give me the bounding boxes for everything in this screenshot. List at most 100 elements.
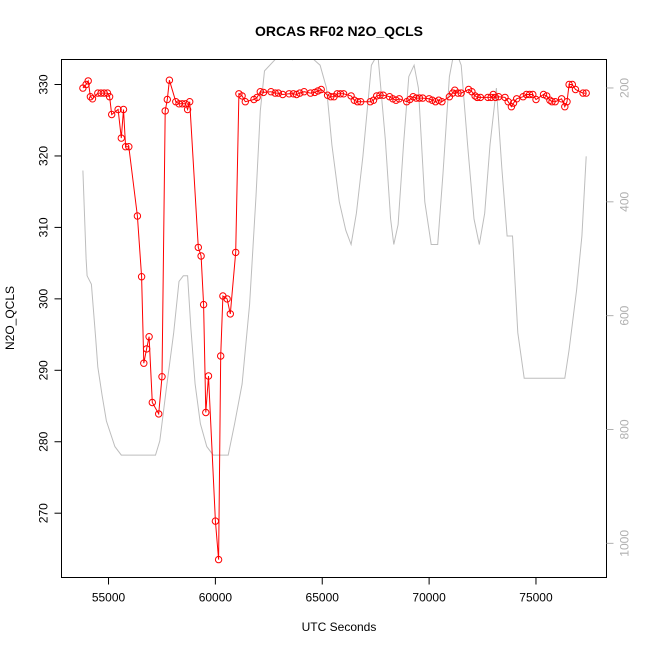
data-point-10: [108, 110, 116, 119]
data-point-70: [339, 90, 348, 98]
x-tick-label-70000: 70000: [412, 591, 446, 605]
data-point-1: [82, 80, 90, 89]
data-point-7: [100, 89, 108, 97]
data-point-18: [140, 359, 148, 367]
data-point-39: [214, 555, 223, 564]
data-point-15: [125, 143, 133, 151]
y-tick-label-280: 280: [37, 431, 51, 451]
data-point-37: [204, 372, 213, 380]
data-point-26: [165, 76, 174, 84]
data-point-78: [376, 91, 384, 99]
data-point-53: [271, 89, 279, 97]
y2-tick-label-800: 800: [618, 419, 632, 439]
data-point-73: [353, 98, 362, 106]
data-point-117: [525, 90, 534, 99]
chart-title: ORCAS RF02 N2O_QCLS: [255, 23, 423, 39]
x-axis-label: UTC Seconds: [302, 620, 377, 634]
data-point-38: [211, 517, 220, 525]
x-tick-label-65000: 65000: [306, 591, 340, 605]
data-point-114: [513, 95, 521, 103]
n2o-series: [79, 76, 590, 564]
data-point-16: [133, 212, 142, 220]
data-point-108: [491, 93, 500, 102]
data-point-50: [256, 88, 264, 96]
data-point-64: [317, 85, 325, 94]
y-tick-label-300: 300: [37, 289, 51, 309]
y2-axis: 200 400 600 800 1000: [606, 78, 632, 557]
data-point-17: [137, 273, 146, 281]
data-point-14: [121, 143, 130, 151]
data-point-119: [532, 95, 540, 104]
data-point-123: [548, 98, 556, 106]
data-point-127: [563, 98, 571, 106]
data-point-33: [194, 243, 203, 252]
data-point-9: [105, 93, 114, 101]
data-point-4: [88, 95, 97, 103]
data-point-20: [145, 333, 153, 341]
data-point-54: [274, 89, 283, 97]
x-tick-label-75000: 75000: [519, 591, 553, 605]
data-point-74: [357, 98, 365, 106]
y-tick-label-310: 310: [37, 217, 51, 237]
data-point-132: [582, 89, 590, 97]
data-point-124: [551, 98, 559, 106]
y2-tick-label-200: 200: [618, 78, 632, 98]
data-point-122: [546, 96, 554, 104]
data-point-25: [163, 95, 172, 104]
data-point-24: [161, 107, 169, 115]
data-point-99: [457, 89, 465, 97]
x-axis: 55000 60000 65000 70000 75000: [92, 577, 553, 605]
y-tick-label-330: 330: [37, 74, 51, 94]
y2-tick-label-1000: 1000: [618, 530, 632, 557]
data-point-104: [476, 93, 485, 102]
secondary-series: [82, 59, 587, 456]
data-point-34: [197, 252, 205, 260]
y-tick-label-320: 320: [37, 146, 51, 166]
y2-tick-label-600: 600: [618, 305, 632, 325]
data-point-102: [471, 92, 479, 100]
data-point-46: [238, 92, 246, 100]
data-point-3: [86, 93, 95, 101]
data-point-61: [306, 89, 315, 97]
y-axis: 270 280 290 300 310 320 330: [37, 74, 62, 523]
data-point-12: [117, 134, 126, 142]
data-point-88: [415, 94, 424, 102]
y-tick-label-270: 270: [37, 503, 51, 523]
plot-frame: [61, 59, 607, 578]
data-point-112: [507, 103, 516, 111]
data-point-22: [155, 410, 163, 418]
data-point-44: [232, 248, 240, 257]
y2-tick-label-400: 400: [618, 191, 632, 211]
data-point-126: [561, 103, 569, 111]
data-point-2: [84, 77, 92, 85]
y-axis-label: N2O_QCLS: [3, 286, 17, 350]
data-point-56: [285, 90, 293, 98]
data-point-40: [217, 352, 225, 360]
data-point-128: [565, 80, 573, 89]
data-point-43: [226, 310, 235, 318]
data-point-69: [336, 90, 345, 98]
data-point-66: [327, 93, 335, 101]
data-point-29: [178, 100, 187, 108]
data-point-130: [571, 85, 580, 94]
data-point-59: [296, 89, 304, 97]
data-point-47: [241, 98, 250, 106]
data-point-31: [183, 105, 192, 114]
data-point-35: [199, 300, 208, 309]
data-point-94: [438, 98, 446, 106]
n2o-series-line: [82, 79, 587, 560]
data-point-98: [454, 89, 462, 97]
data-point-103: [473, 93, 481, 102]
x-tick-label-55000: 55000: [92, 591, 126, 605]
secondary-series-line: [82, 59, 587, 456]
data-point-131: [579, 89, 587, 97]
data-point-32: [186, 98, 194, 106]
x-tick-label-60000: 60000: [199, 591, 233, 605]
data-point-49: [253, 93, 261, 102]
data-point-23: [158, 373, 166, 381]
data-point-13: [119, 105, 128, 114]
data-point-11: [114, 105, 122, 114]
data-point-51: [259, 88, 268, 97]
data-point-42: [223, 295, 231, 303]
